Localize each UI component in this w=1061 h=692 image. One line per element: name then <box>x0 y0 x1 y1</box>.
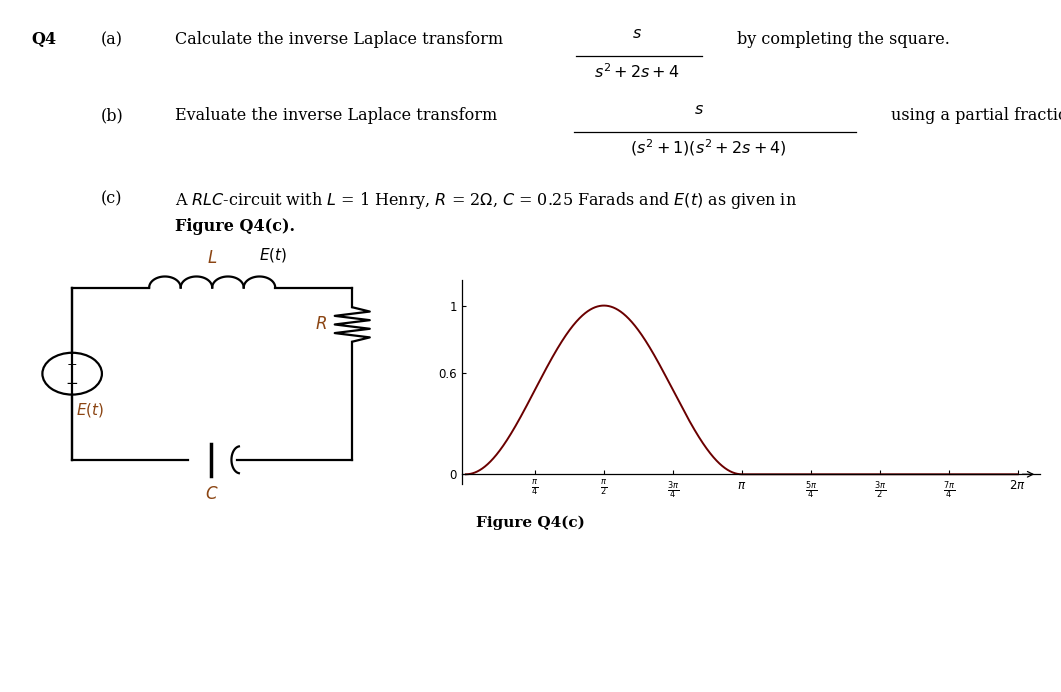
Text: A $RLC$-circuit with $L$ = 1 Henry, $R$ = 2$\Omega$, $C$ = 0.25 Farads and $E(t): A $RLC$-circuit with $L$ = 1 Henry, $R$ … <box>175 190 797 211</box>
Text: Figure Q4(c).: Figure Q4(c). <box>175 218 295 235</box>
Text: Evaluate the inverse Laplace transform: Evaluate the inverse Laplace transform <box>175 107 498 125</box>
Text: using a partial fraction.: using a partial fraction. <box>891 107 1061 125</box>
Text: (a): (a) <box>101 31 123 48</box>
Text: Calculate the inverse Laplace transform: Calculate the inverse Laplace transform <box>175 31 503 48</box>
Text: Q4: Q4 <box>32 31 57 48</box>
Text: (b): (b) <box>101 107 123 125</box>
Text: +: + <box>67 358 77 371</box>
Text: $C$: $C$ <box>206 486 219 502</box>
Text: by completing the square.: by completing the square. <box>737 31 951 48</box>
Text: (c): (c) <box>101 190 122 208</box>
Text: $R$: $R$ <box>315 316 327 333</box>
Text: $E(t)$: $E(t)$ <box>75 401 104 419</box>
Text: $L$: $L$ <box>207 250 218 266</box>
Text: $(s^2+1)(s^2+2s+4)$: $(s^2+1)(s^2+2s+4)$ <box>630 138 787 158</box>
Text: $s$: $s$ <box>694 100 705 118</box>
Text: $s^2+2s+4$: $s^2+2s+4$ <box>594 63 679 82</box>
Text: Figure Q4(c): Figure Q4(c) <box>476 516 585 530</box>
Text: $s$: $s$ <box>631 24 642 42</box>
Text: −: − <box>66 376 79 390</box>
Text: $E(t)$: $E(t)$ <box>259 246 288 264</box>
